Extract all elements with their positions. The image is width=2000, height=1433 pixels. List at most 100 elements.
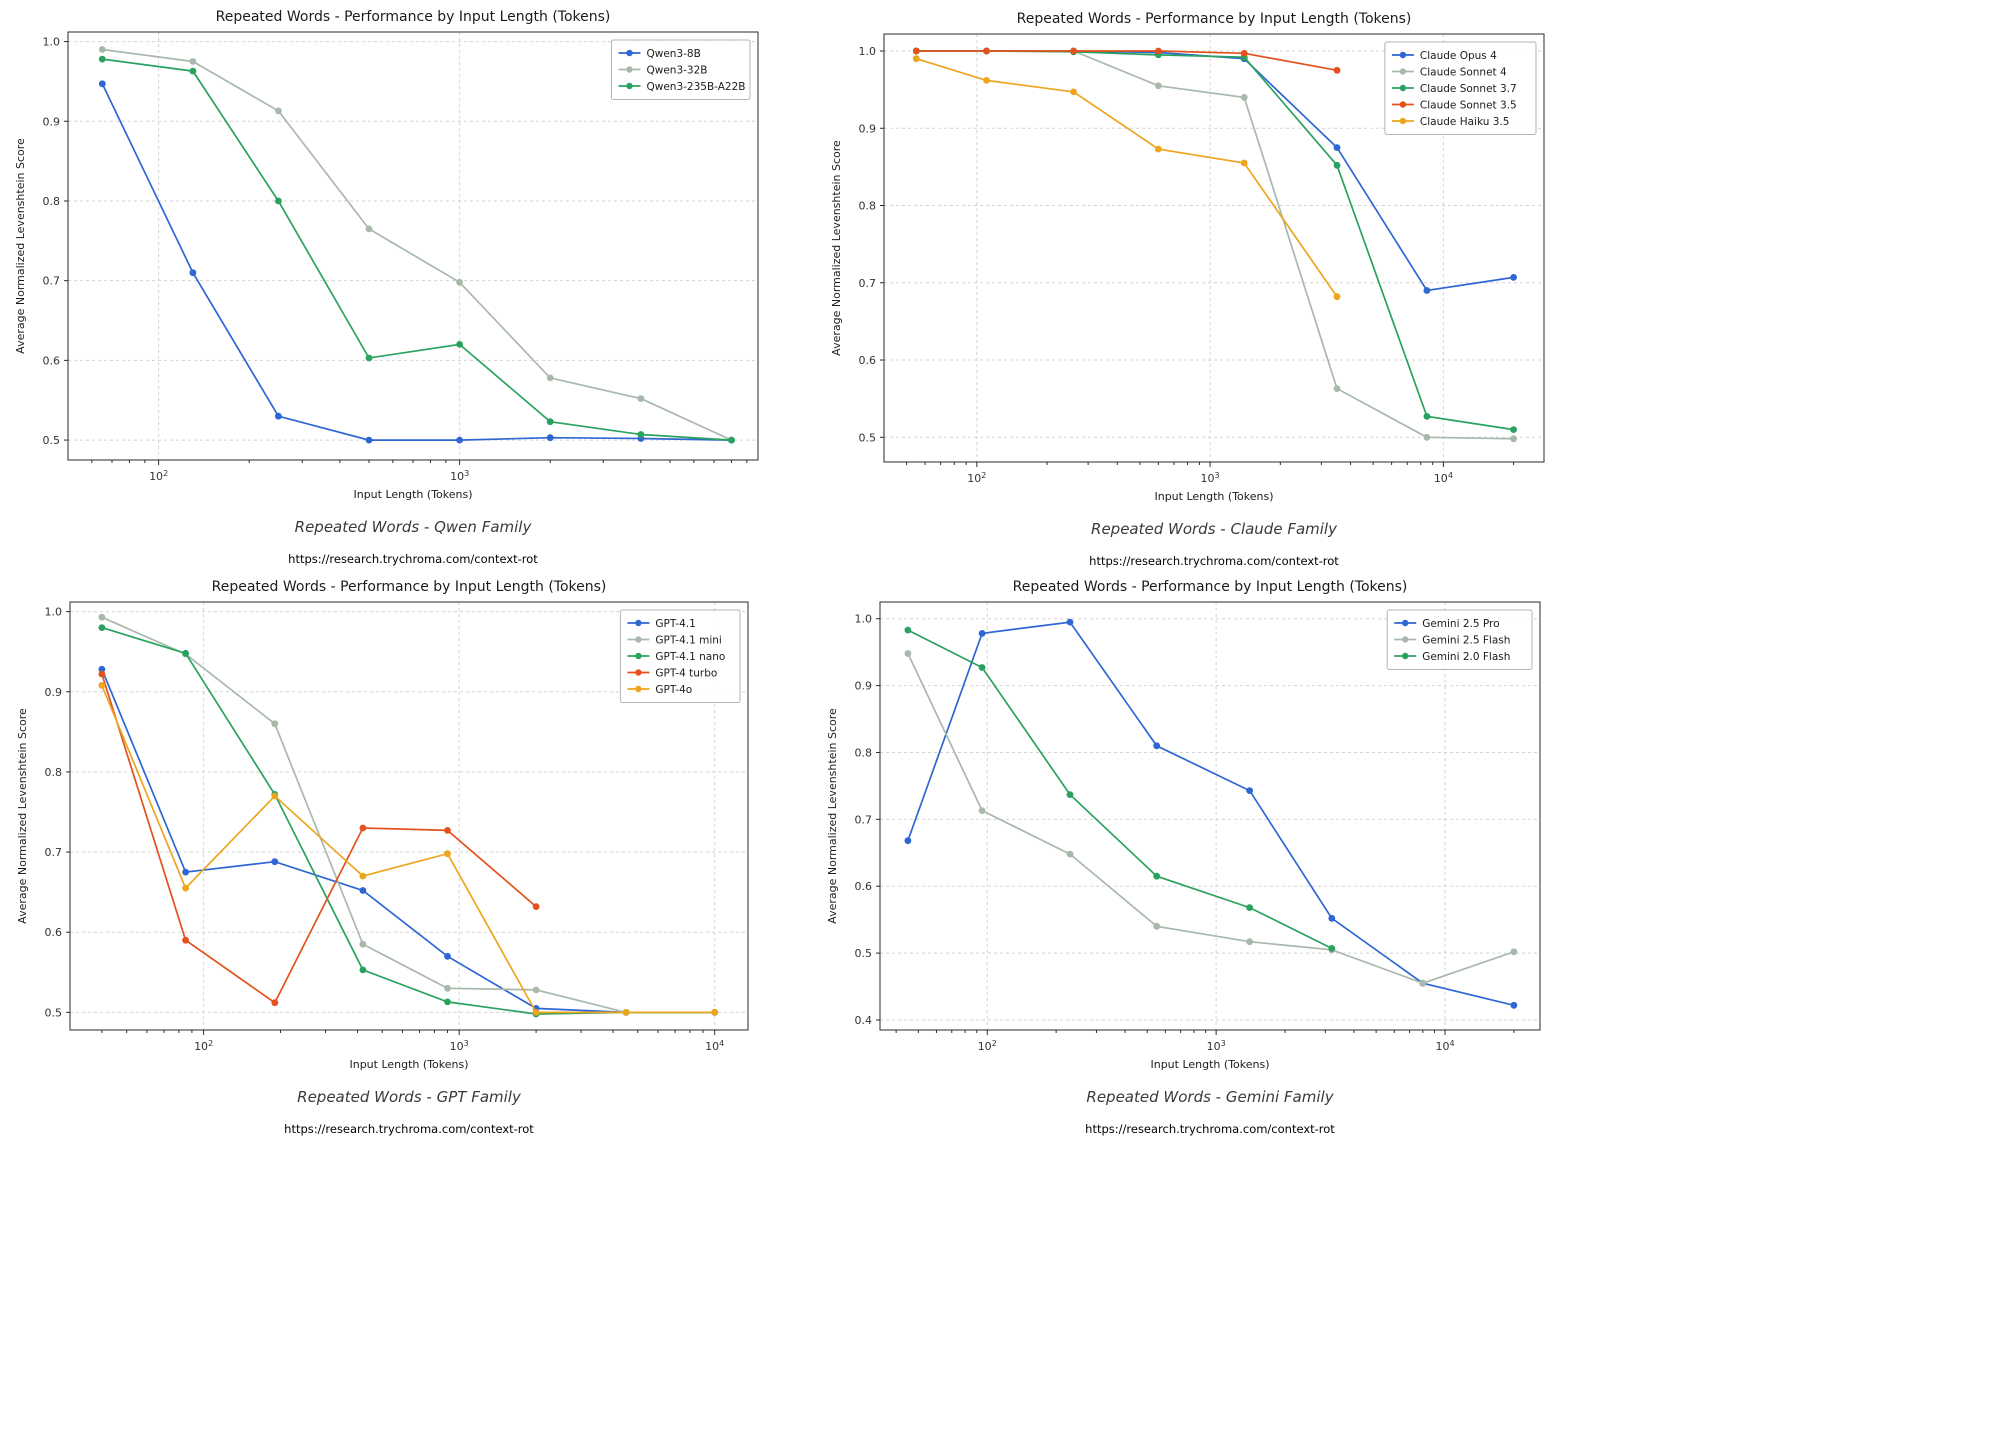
legend-label: Gemini 2.5 Pro	[1422, 618, 1499, 630]
svg-text:103: 103	[1201, 471, 1220, 485]
svg-text:1.0: 1.0	[43, 36, 61, 49]
gridlines	[880, 602, 1540, 1030]
legend-label: Gemini 2.5 Flash	[1422, 634, 1510, 646]
legend-label: Claude Sonnet 3.7	[1420, 83, 1517, 95]
axis-ticks	[66, 611, 716, 1035]
claude-family-chart: 0.5 0.6 0.7 0.8 0.9 1.0 102 103 104 Repeated Word…	[830, 11, 1545, 503]
svg-text:0.5: 0.5	[43, 434, 61, 447]
axis-ticks	[876, 618, 1515, 1035]
series-Gemini 2.0 Flash	[904, 626, 1336, 952]
svg-text:0.9: 0.9	[859, 122, 877, 135]
qwen-family-chart: 0.5 0.6 0.7 0.8 0.9 1.0 102 103 Repeated Words -…	[14, 9, 759, 501]
svg-text:103: 103	[1207, 1039, 1226, 1053]
legend-label: Qwen3-235B-A22B	[647, 81, 746, 93]
series-Claude Haiku 3.5	[912, 55, 1341, 301]
figure-caption: Repeated Words - Gemini Family	[1086, 1088, 1334, 1106]
y-axis-label: Average Normalized Levenshtein Score	[14, 138, 27, 354]
gemini-family-chart: 0.4 0.5 0.6 0.7 0.8 0.9 1.0 102 103 104 Repeated W…	[826, 579, 1541, 1071]
svg-text:0.6: 0.6	[859, 354, 877, 367]
chart-title: Repeated Words - Performance by Input Le…	[1013, 579, 1408, 595]
gridlines	[68, 32, 758, 460]
gpt-family-chart: 0.5 0.6 0.7 0.8 0.9 1.0 102 103 104 Repeated Word…	[16, 579, 749, 1071]
x-axis-label: Input Length (Tokens)	[353, 488, 472, 501]
legend-label: Qwen3-32B	[647, 64, 708, 76]
y-axis-label: Average Normalized Levenshtein Score	[830, 140, 843, 356]
chart-title: Repeated Words - Performance by Input Le…	[216, 9, 611, 25]
figure-claude-family: 0.5 0.6 0.7 0.8 0.9 1.0 102 103 104 Repeated Word…	[826, 8, 1558, 568]
legend: Claude Opus 4 Claude Sonnet 4 Claude Sonne…	[1384, 41, 1537, 135]
legend-label: GPT-4.1 mini	[655, 634, 721, 646]
gridlines	[884, 34, 1544, 462]
svg-text:0.5: 0.5	[855, 947, 873, 960]
series-Claude Sonnet 3.5	[912, 47, 1341, 74]
plot-border	[69, 601, 749, 1031]
svg-text:0.8: 0.8	[45, 766, 63, 779]
svg-text:0.7: 0.7	[45, 846, 63, 859]
legend-label: Claude Haiku 3.5	[1420, 116, 1510, 128]
svg-text:0.5: 0.5	[45, 1006, 63, 1019]
svg-text:1.0: 1.0	[855, 613, 873, 626]
svg-text:103: 103	[450, 469, 469, 483]
axis-ticks	[64, 41, 748, 465]
svg-text:0.9: 0.9	[855, 680, 873, 693]
svg-text:1.0: 1.0	[45, 606, 63, 619]
svg-text:0.7: 0.7	[859, 277, 877, 290]
figure-caption: Repeated Words - Claude Family	[1091, 520, 1337, 538]
legend-label: Claude Sonnet 4	[1420, 66, 1507, 78]
legend-label: GPT-4 turbo	[655, 667, 717, 679]
svg-text:0.5: 0.5	[859, 431, 877, 444]
legend: GPT-4.1 GPT-4.1 mini GPT-4.1 nano GPT-4 tur…	[619, 609, 741, 703]
series-GPT-4o	[98, 682, 719, 1016]
svg-text:0.8: 0.8	[43, 195, 61, 208]
legend-label: Gemini 2.0 Flash	[1422, 651, 1510, 663]
legend-label: Claude Sonnet 3.5	[1420, 99, 1517, 111]
axis-ticks	[880, 50, 1515, 467]
chart-title: Repeated Words - Performance by Input Le…	[1017, 11, 1412, 27]
svg-text:0.6: 0.6	[45, 926, 63, 939]
series-GPT-4 turbo	[98, 670, 540, 1007]
figure-url-text: https://research.trychroma.com/context-r…	[288, 552, 538, 566]
svg-text:0.4: 0.4	[855, 1014, 873, 1027]
svg-text:0.6: 0.6	[43, 354, 61, 367]
figure-caption: Repeated Words - GPT Family	[297, 1088, 521, 1106]
svg-text:104: 104	[1435, 1039, 1454, 1053]
svg-text:0.9: 0.9	[43, 115, 61, 128]
legend-label: GPT-4.1	[655, 618, 695, 630]
svg-text:0.8: 0.8	[855, 746, 873, 759]
svg-text:104: 104	[705, 1039, 724, 1053]
svg-text:0.7: 0.7	[855, 813, 873, 826]
svg-text:103: 103	[450, 1039, 469, 1053]
svg-text:102: 102	[967, 471, 986, 485]
svg-text:0.7: 0.7	[43, 275, 61, 288]
legend-label: Claude Opus 4	[1420, 50, 1497, 62]
figure-url-text: https://research.trychroma.com/context-r…	[284, 1122, 534, 1136]
figure-gemini-family: 0.4 0.5 0.6 0.7 0.8 0.9 1.0 102 103 104 Repeated W…	[822, 576, 1554, 1136]
series-Qwen3-32B	[98, 46, 735, 444]
series-Qwen3-235B-A22B	[98, 55, 735, 444]
y-axis-label: Average Normalized Levenshtein Score	[826, 708, 839, 924]
figure-qwen-family: 0.5 0.6 0.7 0.8 0.9 1.0 102 103 Repeated Words -…	[10, 6, 772, 566]
legend-label: GPT-4.1 nano	[655, 651, 725, 663]
svg-text:0.9: 0.9	[45, 686, 63, 699]
figure-caption: Repeated Words - Qwen Family	[294, 518, 532, 536]
plot-border	[883, 33, 1545, 463]
series-GPT-4.1	[98, 665, 719, 1016]
series-Qwen3-8B	[98, 80, 735, 444]
x-axis-label: Input Length (Tokens)	[1154, 490, 1273, 503]
svg-text:102: 102	[194, 1039, 213, 1053]
series-Gemini 2.5 Flash	[904, 650, 1518, 987]
svg-text:104: 104	[1434, 471, 1453, 485]
plot-border	[879, 601, 1541, 1031]
chart-title: Repeated Words - Performance by Input Le…	[212, 579, 607, 595]
svg-text:0.8: 0.8	[859, 200, 877, 213]
legend: Gemini 2.5 Pro Gemini 2.5 Flash Gemini 2.0…	[1386, 609, 1533, 670]
svg-text:0.6: 0.6	[855, 880, 873, 893]
svg-text:102: 102	[978, 1039, 997, 1053]
figure-url-text: https://research.trychroma.com/context-r…	[1089, 554, 1339, 568]
legend-label: Qwen3-8B	[647, 48, 701, 60]
figure-url-text: https://research.trychroma.com/context-r…	[1085, 1122, 1335, 1136]
figure-gpt-family: 0.5 0.6 0.7 0.8 0.9 1.0 102 103 104 Repeated Word…	[12, 576, 762, 1136]
series-Gemini 2.5 Pro	[904, 618, 1518, 1009]
x-axis-label: Input Length (Tokens)	[349, 1058, 468, 1071]
